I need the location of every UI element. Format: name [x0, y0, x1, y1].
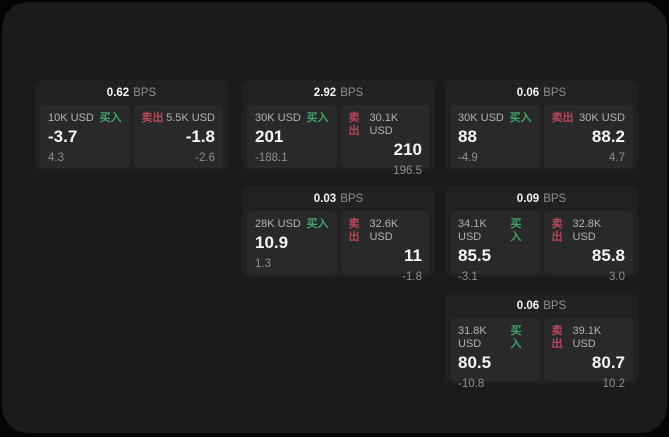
bps-value: 0.06 [516, 86, 540, 99]
card-header: 0.03 BPS [242, 186, 435, 209]
buy-amount: 34.1K USD [458, 218, 487, 243]
sell-amount: 39.1K USD [572, 325, 602, 350]
sell-amount: 30.1K USD [369, 112, 399, 137]
buy-delta: 4.3 [48, 152, 64, 164]
bps-unit-label: BPS [340, 192, 364, 205]
buy-quote-panel[interactable]: 34.1K USD 买入 85.5 -3.1 [450, 211, 540, 283]
bps-value: 0.06 [516, 299, 540, 312]
sell-quote-panel[interactable]: 卖出 5.5K USD -1.8 -2.6 [133, 105, 223, 168]
buy-quote-panel[interactable]: 28K USD 买入 10.9 1.3 [247, 211, 337, 274]
buy-side-label: 买入 [510, 218, 522, 243]
sell-quote-panel[interactable]: 卖出 39.1K USD 80.7 10.2 [543, 318, 633, 390]
sell-side-label: 卖出 [141, 112, 164, 124]
sell-amount: 5.5K USD [166, 112, 215, 124]
sell-delta: 10.2 [602, 378, 625, 390]
card-header: 2.92 BPS [242, 80, 435, 103]
buy-side-label: 买入 [99, 112, 122, 124]
bps-value: 2.92 [313, 86, 337, 99]
buy-price: 10.9 [255, 233, 289, 252]
sell-price: 80.7 [591, 353, 625, 372]
bps-unit-label: BPS [543, 192, 567, 205]
buy-delta: -10.8 [458, 378, 485, 390]
buy-side-label: 买入 [306, 218, 329, 230]
quote-card: 0.03 BPS 28K USD 买入 10.9 1.3 卖出 32.6K US… [242, 186, 435, 283]
buy-price: 85.5 [458, 246, 492, 265]
sell-quote-panel[interactable]: 卖出 30K USD 88.2 4.7 [543, 105, 633, 168]
sell-price: 11 [404, 246, 422, 265]
buy-quote-panel[interactable]: 10K USD 买入 -3.7 4.3 [40, 105, 130, 168]
bps-unit-label: BPS [133, 86, 157, 99]
buy-quote-panel[interactable]: 30K USD 买入 88 -4.9 [450, 105, 540, 168]
sell-amount: 32.6K USD [369, 218, 399, 243]
sell-side-label: 卖出 [551, 218, 563, 243]
sell-amount: 32.8K USD [572, 218, 602, 243]
sell-price: 210 [393, 140, 422, 159]
card-header: 0.06 BPS [445, 293, 638, 316]
sell-delta: -1.8 [402, 271, 422, 283]
sell-side-label: 卖出 [551, 325, 563, 350]
buy-amount: 30K USD [255, 112, 301, 124]
buy-delta: -4.9 [458, 152, 478, 164]
sell-delta: 4.7 [609, 152, 625, 164]
sell-side-label: 卖出 [348, 112, 360, 137]
buy-side-label: 买入 [509, 112, 532, 124]
quote-card: 2.92 BPS 30K USD 买入 201 -188.1 卖出 30.1K … [242, 80, 435, 177]
buy-side-label: 买入 [306, 112, 329, 124]
sell-price: -1.8 [185, 127, 215, 146]
sell-side-label: 卖出 [348, 218, 360, 243]
buy-amount: 28K USD [255, 218, 301, 230]
sell-side-label: 卖出 [551, 112, 574, 124]
sell-amount: 30K USD [579, 112, 625, 124]
sell-delta: 196.5 [393, 165, 422, 177]
buy-quote-panel[interactable]: 30K USD 买入 201 -188.1 [247, 105, 337, 168]
bps-unit-label: BPS [543, 299, 567, 312]
card-header: 0.06 BPS [445, 80, 638, 103]
buy-delta: -3.1 [458, 271, 478, 283]
buy-delta: 1.3 [255, 258, 271, 270]
bps-value: 0.09 [516, 192, 540, 205]
bps-value: 0.62 [106, 86, 130, 99]
sell-delta: -2.6 [195, 152, 215, 164]
sell-quote-panel[interactable]: 卖出 32.6K USD 11 -1.8 [340, 211, 430, 283]
buy-price: -3.7 [48, 127, 78, 146]
sell-price: 85.8 [591, 246, 625, 265]
quote-card: 0.06 BPS 30K USD 买入 88 -4.9 卖出 30K USD 8… [445, 80, 638, 171]
buy-side-label: 买入 [510, 325, 522, 350]
quote-card: 0.06 BPS 31.8K USD 买入 80.5 -10.8 卖出 39.1… [445, 293, 638, 390]
bps-unit-label: BPS [543, 86, 567, 99]
sell-quote-panel[interactable]: 卖出 32.8K USD 85.8 3.0 [543, 211, 633, 283]
buy-amount: 30K USD [458, 112, 504, 124]
quote-card: 0.09 BPS 34.1K USD 买入 85.5 -3.1 卖出 32.8K… [445, 186, 638, 283]
bps-unit-label: BPS [340, 86, 364, 99]
card-header: 0.62 BPS [35, 80, 228, 103]
sell-price: 88.2 [591, 127, 625, 146]
buy-delta: -188.1 [255, 152, 288, 164]
buy-amount: 31.8K USD [458, 325, 487, 350]
buy-amount: 10K USD [48, 112, 94, 124]
bps-value: 0.03 [313, 192, 337, 205]
buy-price: 201 [255, 127, 284, 146]
buy-quote-panel[interactable]: 31.8K USD 买入 80.5 -10.8 [450, 318, 540, 390]
sell-delta: 3.0 [609, 271, 625, 283]
quote-card: 0.62 BPS 10K USD 买入 -3.7 4.3 卖出 5.5K USD… [35, 80, 228, 171]
card-header: 0.09 BPS [445, 186, 638, 209]
sell-quote-panel[interactable]: 卖出 30.1K USD 210 196.5 [340, 105, 430, 177]
buy-price: 80.5 [458, 353, 492, 372]
buy-price: 88 [458, 127, 477, 146]
